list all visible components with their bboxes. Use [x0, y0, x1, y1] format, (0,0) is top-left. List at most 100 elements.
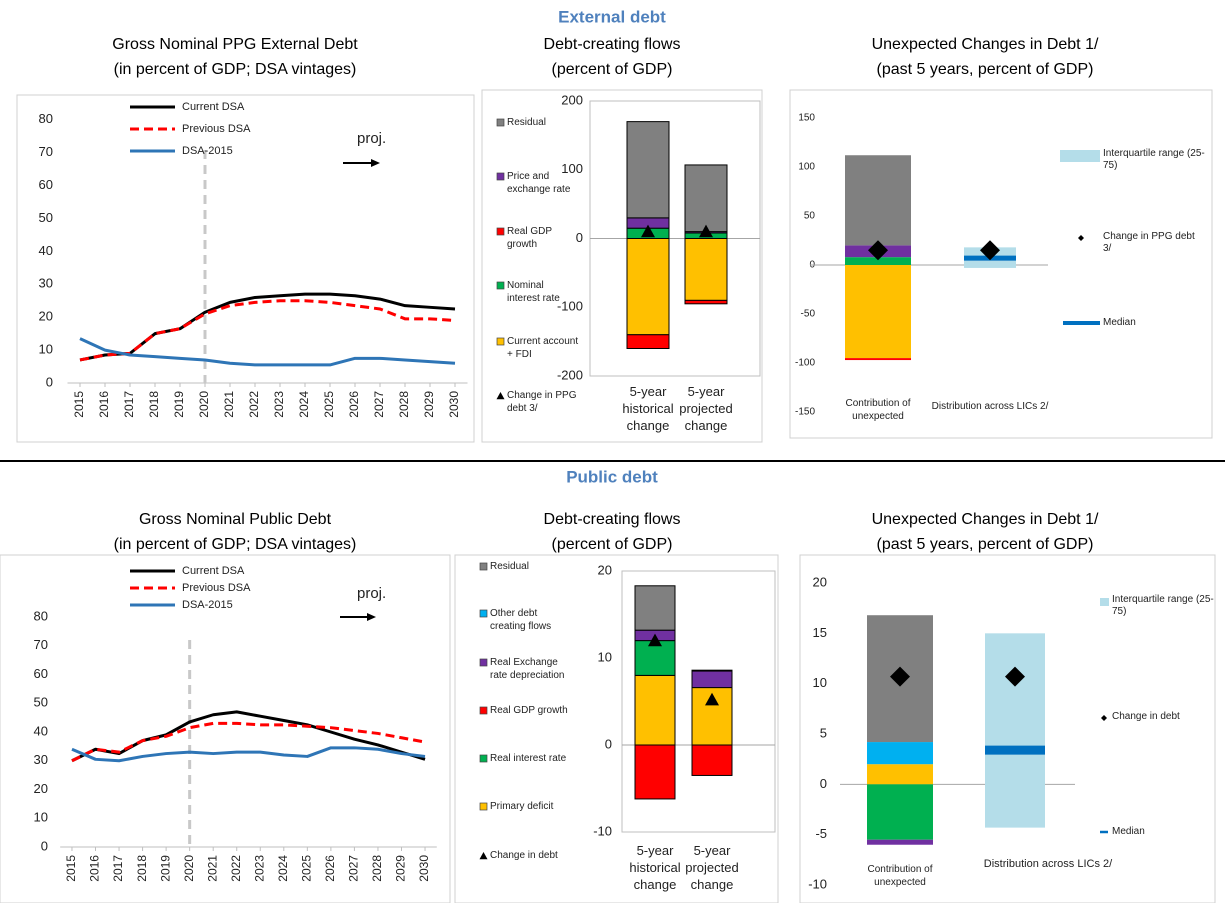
legend-label-box: Change in PPG debt 3/	[507, 390, 577, 414]
legend-label-box: Change in debt	[1112, 711, 1180, 722]
x-tick-label: 2017	[111, 855, 125, 882]
marker	[705, 692, 719, 706]
legend-label-box: Real GDP growth	[490, 705, 568, 716]
chart-title: Unexpected Changes in Debt 1/	[872, 36, 1099, 53]
bar-segment	[845, 358, 911, 361]
chart-frame	[16, 94, 475, 443]
legend-swatch	[1100, 598, 1109, 606]
y-tick-label: 30	[39, 276, 53, 291]
y-tick-label: 15	[813, 625, 827, 640]
annotation-arrowhead	[371, 159, 380, 167]
y-tick-label: 10	[598, 649, 612, 664]
x-tick-label: Distribution across LICs 2/	[931, 401, 1049, 412]
bar-segment	[845, 265, 911, 359]
x-tick-label: 2029	[422, 391, 436, 418]
y-tick-label: 50	[804, 211, 816, 222]
x-tick-label: 2020	[182, 855, 196, 882]
bar-segment	[684, 299, 728, 305]
legend-label-box: Other debt creating flows	[490, 608, 552, 632]
x-tick-label: 2025	[322, 391, 336, 418]
change-marker	[1005, 666, 1025, 687]
series-line	[79, 299, 456, 362]
y-tick-label: 100	[561, 161, 583, 176]
series-line	[79, 292, 456, 362]
legend-label: Real GDP growth	[507, 226, 552, 250]
iqr-box	[985, 633, 1045, 828]
legend-label-box: Interquartile range (25-75)	[1112, 594, 1214, 617]
bar-segment	[845, 155, 911, 246]
y-tick-label: 150	[798, 113, 815, 124]
marker	[641, 224, 655, 238]
legend-label: Change in debt	[1112, 711, 1180, 722]
y-tick-label: 0	[820, 776, 827, 791]
y-tick-label: 100	[798, 162, 815, 173]
x-tick-label: 2021	[222, 391, 236, 418]
bar-segment	[626, 121, 670, 219]
x-tick-label: 2019	[172, 391, 186, 418]
series-line	[79, 337, 456, 367]
x-tick-label-box: Distribution across LICs 2/	[984, 858, 1112, 870]
legend-label: Previous DSA	[182, 582, 251, 594]
x-tick-label: 5-year projected change	[679, 384, 733, 433]
y-tick-label: 10	[39, 342, 53, 357]
bar-segment	[634, 585, 676, 631]
chart-subtitle: (in percent of GDP; DSA vintages)	[114, 536, 357, 553]
bar-segment	[845, 257, 911, 265]
bar-segment	[634, 744, 676, 800]
chart-title: Gross Nominal PPG External Debt	[112, 36, 358, 53]
x-tick-label: 2023	[272, 391, 286, 418]
legend-label-box: Current account + FDI	[507, 336, 579, 360]
y-tick-label: 10	[34, 810, 48, 825]
y-tick-label: -10	[593, 823, 612, 838]
legend-label-box: Primary deficit	[490, 801, 553, 812]
bar-segment	[867, 839, 933, 845]
legend-swatch	[1060, 150, 1100, 162]
legend-label-box: Median	[1103, 317, 1136, 328]
y-tick-label: 20	[39, 309, 53, 324]
bar-segment	[867, 784, 933, 840]
legend-label: Other debt creating flows	[490, 608, 552, 632]
bar-segment	[634, 674, 676, 746]
x-tick-label: 2018	[135, 855, 149, 882]
bar-segment	[684, 238, 728, 301]
chart-subtitle: (percent of GDP)	[552, 61, 673, 78]
legend-label: Real GDP growth	[490, 705, 568, 716]
legend-label: Residual	[507, 117, 546, 128]
y-tick-label: 50	[34, 695, 48, 710]
plot-frame	[621, 570, 776, 833]
y-tick-label: 5	[820, 725, 827, 740]
chart-title: Debt-creating flows	[544, 511, 681, 528]
y-tick-label: -10	[808, 876, 827, 891]
x-tick-label-box: Contribution of unexpected	[845, 398, 911, 422]
x-tick-label: Contribution of unexpected	[845, 398, 911, 422]
x-tick-label: 2019	[158, 855, 172, 882]
legend-label: Current account + FDI	[507, 336, 579, 360]
legend-label-box: Price and exchange rate	[507, 171, 570, 195]
chart-title: Unexpected Changes in Debt 1/	[872, 511, 1099, 528]
y-tick-label: 10	[813, 675, 827, 690]
legend-label: Previous DSA	[182, 123, 251, 135]
x-tick-label: 2023	[252, 855, 266, 882]
y-tick-label: -150	[795, 407, 815, 418]
x-tick-label-box: 5-year historical change	[622, 384, 673, 433]
x-tick-label: 2020	[197, 391, 211, 418]
x-tick-label-box: 5-year projected change	[685, 843, 738, 892]
chart-frame	[789, 89, 1213, 439]
legend-label-box: Residual	[507, 117, 546, 128]
x-tick-label-box: 5-year projected change	[679, 384, 733, 433]
y-tick-label: 60	[39, 177, 53, 192]
legend-label: Interquartile range (25-75)	[1103, 148, 1205, 171]
y-tick-label: 0	[605, 736, 612, 751]
legend-swatch	[496, 118, 505, 127]
bar-segment	[867, 764, 933, 785]
legend-swatch	[479, 706, 488, 715]
y-tick-label: 50	[39, 210, 53, 225]
legend-label: Residual	[490, 561, 529, 572]
x-tick-label-box: Distribution across LICs 2/	[931, 401, 1049, 412]
y-tick-label: 70	[34, 637, 48, 652]
x-tick-label: 2017	[122, 391, 136, 418]
y-tick-label: 0	[46, 374, 53, 389]
chart-frame	[799, 554, 1216, 903]
legend-label-box: Change in debt	[490, 850, 558, 861]
